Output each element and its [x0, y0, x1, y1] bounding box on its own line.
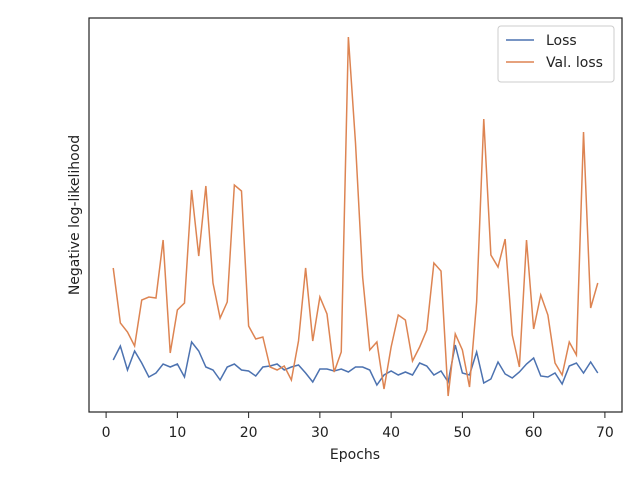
- x-tick-label: 10: [168, 425, 186, 441]
- y-axis-label: Negative log-likelihood: [67, 135, 83, 295]
- line: [112, 340, 599, 387]
- x-tick-label: 70: [596, 425, 614, 441]
- legend-label: Loss: [546, 33, 577, 49]
- line: [112, 36, 599, 397]
- x-tick-label: 50: [453, 425, 471, 441]
- x-tick-label: 20: [240, 425, 258, 441]
- x-tick-label: 30: [311, 425, 329, 441]
- x-tick-label: 0: [102, 425, 111, 441]
- plot-frame: [88, 17, 623, 413]
- x-tick-label: 40: [382, 425, 400, 441]
- x-tick-label: 60: [525, 425, 543, 441]
- legend-label: Val. loss: [546, 55, 603, 71]
- x-axis-label: Epochs: [330, 447, 380, 463]
